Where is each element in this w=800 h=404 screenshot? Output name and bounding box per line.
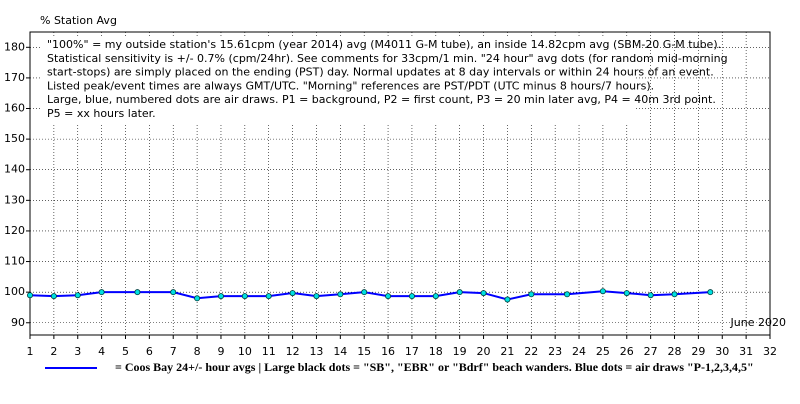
x-tick-label: 24 xyxy=(572,345,586,358)
y-tick-label: 150 xyxy=(4,132,25,145)
x-tick-label: 26 xyxy=(620,345,634,358)
x-tick-label: 9 xyxy=(217,345,224,358)
marker xyxy=(170,289,177,296)
marker xyxy=(385,293,392,300)
note-line: "100%" = my outside station's 15.61cpm (… xyxy=(47,38,721,51)
x-tick-label: 16 xyxy=(381,345,395,358)
y-tick-label: 120 xyxy=(4,224,25,237)
x-tick-label: 23 xyxy=(548,345,562,358)
marker xyxy=(361,289,368,296)
note-line: P5 = xx hours later. xyxy=(47,107,156,120)
x-tick-label: 1 xyxy=(27,345,34,358)
marker xyxy=(98,289,105,296)
marker xyxy=(599,288,606,295)
marker xyxy=(671,291,678,298)
marker xyxy=(647,292,654,299)
x-tick-label: 20 xyxy=(477,345,491,358)
marker xyxy=(194,295,201,302)
x-tick-label: 11 xyxy=(262,345,276,358)
marker xyxy=(623,290,630,297)
marker xyxy=(528,291,535,298)
marker xyxy=(26,292,33,299)
x-tick-label: 4 xyxy=(98,345,105,358)
marker xyxy=(74,292,81,299)
x-tick-label: 14 xyxy=(333,345,347,358)
note-line: start-stops) are simply placed on the en… xyxy=(47,66,714,79)
x-tick-label: 10 xyxy=(238,345,252,358)
x-tick-label: 25 xyxy=(596,345,610,358)
period-label: June 2020 xyxy=(730,316,786,329)
x-tick-label: 3 xyxy=(74,345,81,358)
x-tick-label: 32 xyxy=(763,345,777,358)
y-tick-label: 180 xyxy=(4,40,25,53)
y-tick-label: 160 xyxy=(4,102,25,115)
y-tick-label: 170 xyxy=(4,71,25,84)
marker xyxy=(480,290,487,297)
marker xyxy=(432,293,439,300)
y-tick-label: 100 xyxy=(4,285,25,298)
marker xyxy=(134,289,141,296)
x-tick-label: 8 xyxy=(194,345,201,358)
x-tick-label: 29 xyxy=(691,345,705,358)
x-tick-label: 7 xyxy=(170,345,177,358)
y-axis-label: % Station Avg xyxy=(40,14,117,27)
x-tick-label: 19 xyxy=(453,345,467,358)
x-tick-label: 30 xyxy=(715,345,729,358)
x-tick-label: 13 xyxy=(309,345,323,358)
note-line: Large, blue, numbered dots are air draws… xyxy=(47,93,716,106)
y-tick-label: 130 xyxy=(4,193,25,206)
x-tick-label: 28 xyxy=(668,345,682,358)
marker xyxy=(217,293,224,300)
notes-box xyxy=(40,37,636,123)
marker xyxy=(289,290,296,297)
x-tick-label: 6 xyxy=(146,345,153,358)
note-line: Listed peak/event times are always GMT/U… xyxy=(47,79,654,92)
marker xyxy=(50,293,57,300)
x-tick-label: 18 xyxy=(429,345,443,358)
y-tick-label: 110 xyxy=(4,255,25,268)
marker xyxy=(313,293,320,300)
x-tick-label: 21 xyxy=(500,345,514,358)
marker xyxy=(456,289,463,296)
x-tick-label: 5 xyxy=(122,345,129,358)
y-tick-label: 140 xyxy=(4,163,25,176)
marker xyxy=(707,289,714,296)
x-tick-label: 2 xyxy=(50,345,57,358)
x-tick-label: 22 xyxy=(524,345,538,358)
marker xyxy=(408,293,415,300)
marker xyxy=(337,291,344,298)
x-tick-label: 17 xyxy=(405,345,419,358)
legend-label: = Coos Bay 24+/- hour avgs | Large black… xyxy=(115,360,754,374)
x-tick-label: 27 xyxy=(644,345,658,358)
marker xyxy=(265,293,272,300)
marker xyxy=(241,293,248,300)
x-tick-label: 12 xyxy=(286,345,300,358)
x-tick-label: 15 xyxy=(357,345,371,358)
marker xyxy=(504,296,511,303)
note-line: Statistical sensitivity is +/- 0.7% (cpm… xyxy=(47,52,728,65)
y-tick-label: 90 xyxy=(11,316,25,329)
marker xyxy=(564,291,571,298)
x-tick-label: 31 xyxy=(739,345,753,358)
